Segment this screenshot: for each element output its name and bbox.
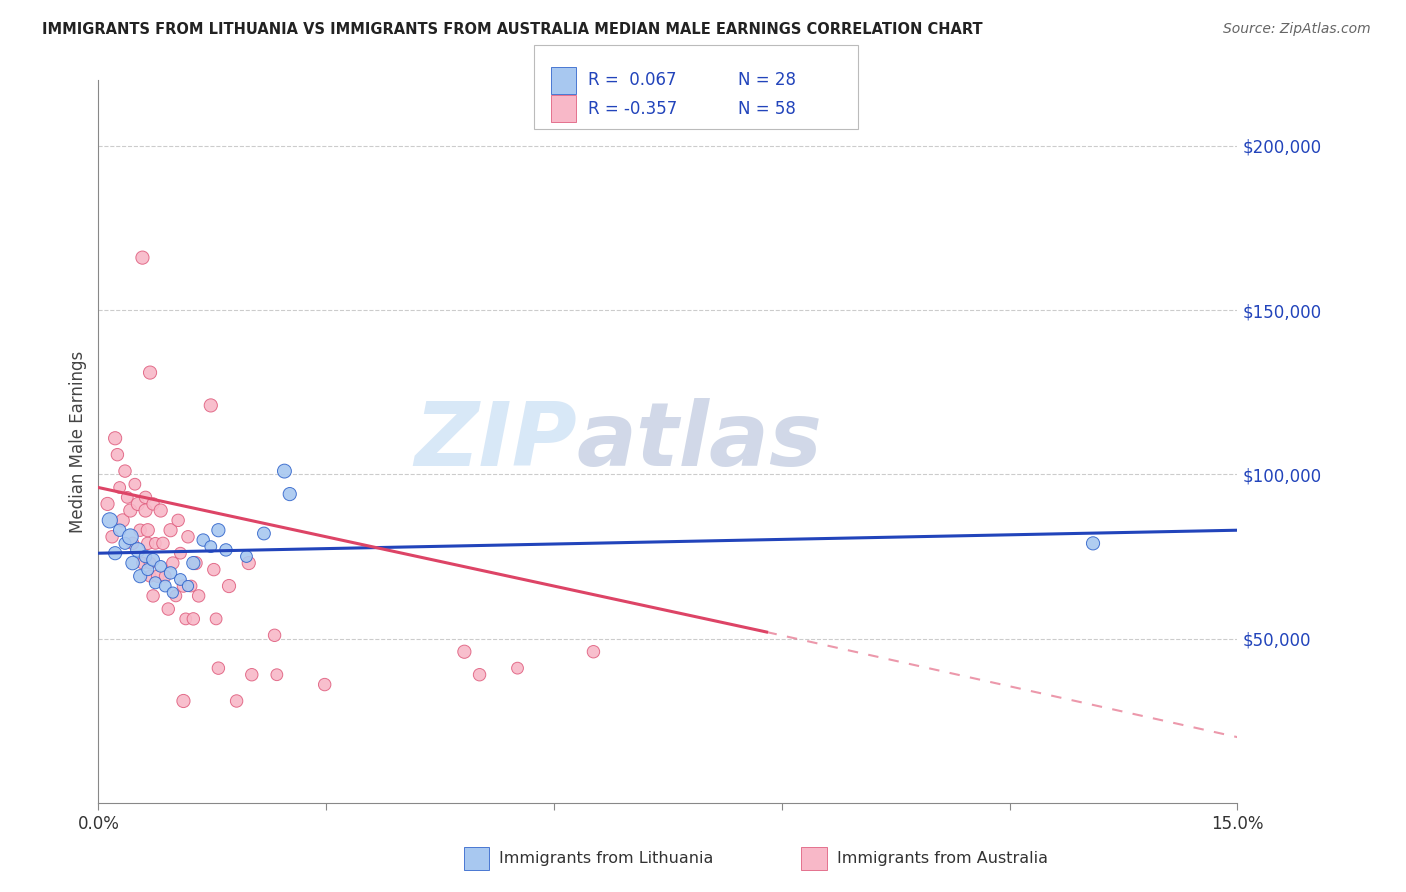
Point [114, 464, 136, 478]
Text: R =  0.067: R = 0.067 [588, 71, 676, 89]
Point [142, 553, 165, 567]
Point [121, 536, 143, 550]
Point [101, 530, 124, 544]
Point [108, 523, 131, 537]
Point [218, 579, 240, 593]
Point [314, 677, 336, 691]
Point [506, 661, 529, 675]
Point [215, 542, 238, 557]
Point [139, 366, 162, 380]
Point [207, 661, 229, 675]
Point [145, 536, 167, 550]
Point [180, 579, 202, 593]
Point [107, 448, 129, 462]
Point [134, 503, 156, 517]
Text: Source: ZipAtlas.com: Source: ZipAtlas.com [1223, 22, 1371, 37]
Point [174, 612, 197, 626]
Point [235, 549, 257, 564]
Point [169, 546, 191, 560]
Point [263, 628, 285, 642]
Point [131, 251, 153, 265]
Point [238, 556, 260, 570]
Point [155, 569, 177, 583]
Point [111, 513, 134, 527]
Point [278, 487, 301, 501]
Point [145, 575, 167, 590]
Point [167, 513, 190, 527]
Point [131, 556, 153, 570]
Point [183, 556, 205, 570]
Point [453, 645, 475, 659]
Point [187, 589, 209, 603]
Point [205, 612, 228, 626]
Point [1081, 536, 1104, 550]
Point [172, 694, 194, 708]
Point [127, 542, 149, 557]
Point [96, 497, 118, 511]
Point [273, 464, 295, 478]
Point [139, 569, 162, 583]
Point [98, 513, 121, 527]
Point [159, 523, 181, 537]
Text: N = 58: N = 58 [738, 100, 796, 118]
Point [104, 546, 127, 560]
Text: IMMIGRANTS FROM LITHUANIA VS IMMIGRANTS FROM AUSTRALIA MEDIAN MALE EARNINGS CORR: IMMIGRANTS FROM LITHUANIA VS IMMIGRANTS … [42, 22, 983, 37]
Point [127, 497, 149, 511]
Point [240, 667, 263, 681]
Point [114, 536, 136, 550]
Point [104, 431, 127, 445]
Point [184, 556, 207, 570]
Point [159, 566, 181, 580]
Point [117, 491, 139, 505]
Point [468, 667, 491, 681]
Point [200, 398, 222, 412]
Point [207, 523, 229, 537]
Point [155, 579, 177, 593]
Point [165, 589, 187, 603]
Point [582, 645, 605, 659]
Point [124, 477, 146, 491]
Point [120, 530, 142, 544]
Point [121, 556, 143, 570]
Point [177, 579, 200, 593]
Text: N = 28: N = 28 [738, 71, 796, 89]
Point [183, 612, 205, 626]
Text: Immigrants from Lithuania: Immigrants from Lithuania [499, 851, 713, 866]
Point [136, 523, 159, 537]
Point [193, 533, 215, 547]
Point [142, 497, 165, 511]
Point [202, 563, 225, 577]
Point [200, 540, 222, 554]
Text: ZIP: ZIP [413, 398, 576, 485]
Point [129, 569, 152, 583]
Text: R = -0.357: R = -0.357 [588, 100, 676, 118]
Point [157, 602, 180, 616]
Point [139, 556, 162, 570]
Point [129, 523, 152, 537]
Text: atlas: atlas [576, 398, 823, 485]
Point [162, 556, 184, 570]
Point [162, 585, 184, 599]
Point [134, 549, 156, 564]
Point [149, 559, 172, 574]
Point [253, 526, 276, 541]
Point [169, 573, 191, 587]
Point [142, 589, 165, 603]
Y-axis label: Median Male Earnings: Median Male Earnings [69, 351, 87, 533]
Point [136, 536, 159, 550]
Point [120, 503, 142, 517]
Text: Immigrants from Australia: Immigrants from Australia [837, 851, 1047, 866]
Point [225, 694, 247, 708]
Point [108, 481, 131, 495]
Point [149, 503, 172, 517]
Point [134, 491, 156, 505]
Point [136, 563, 159, 577]
Point [172, 579, 194, 593]
Point [152, 536, 174, 550]
Point [146, 569, 169, 583]
Point [177, 530, 200, 544]
Point [266, 667, 288, 681]
